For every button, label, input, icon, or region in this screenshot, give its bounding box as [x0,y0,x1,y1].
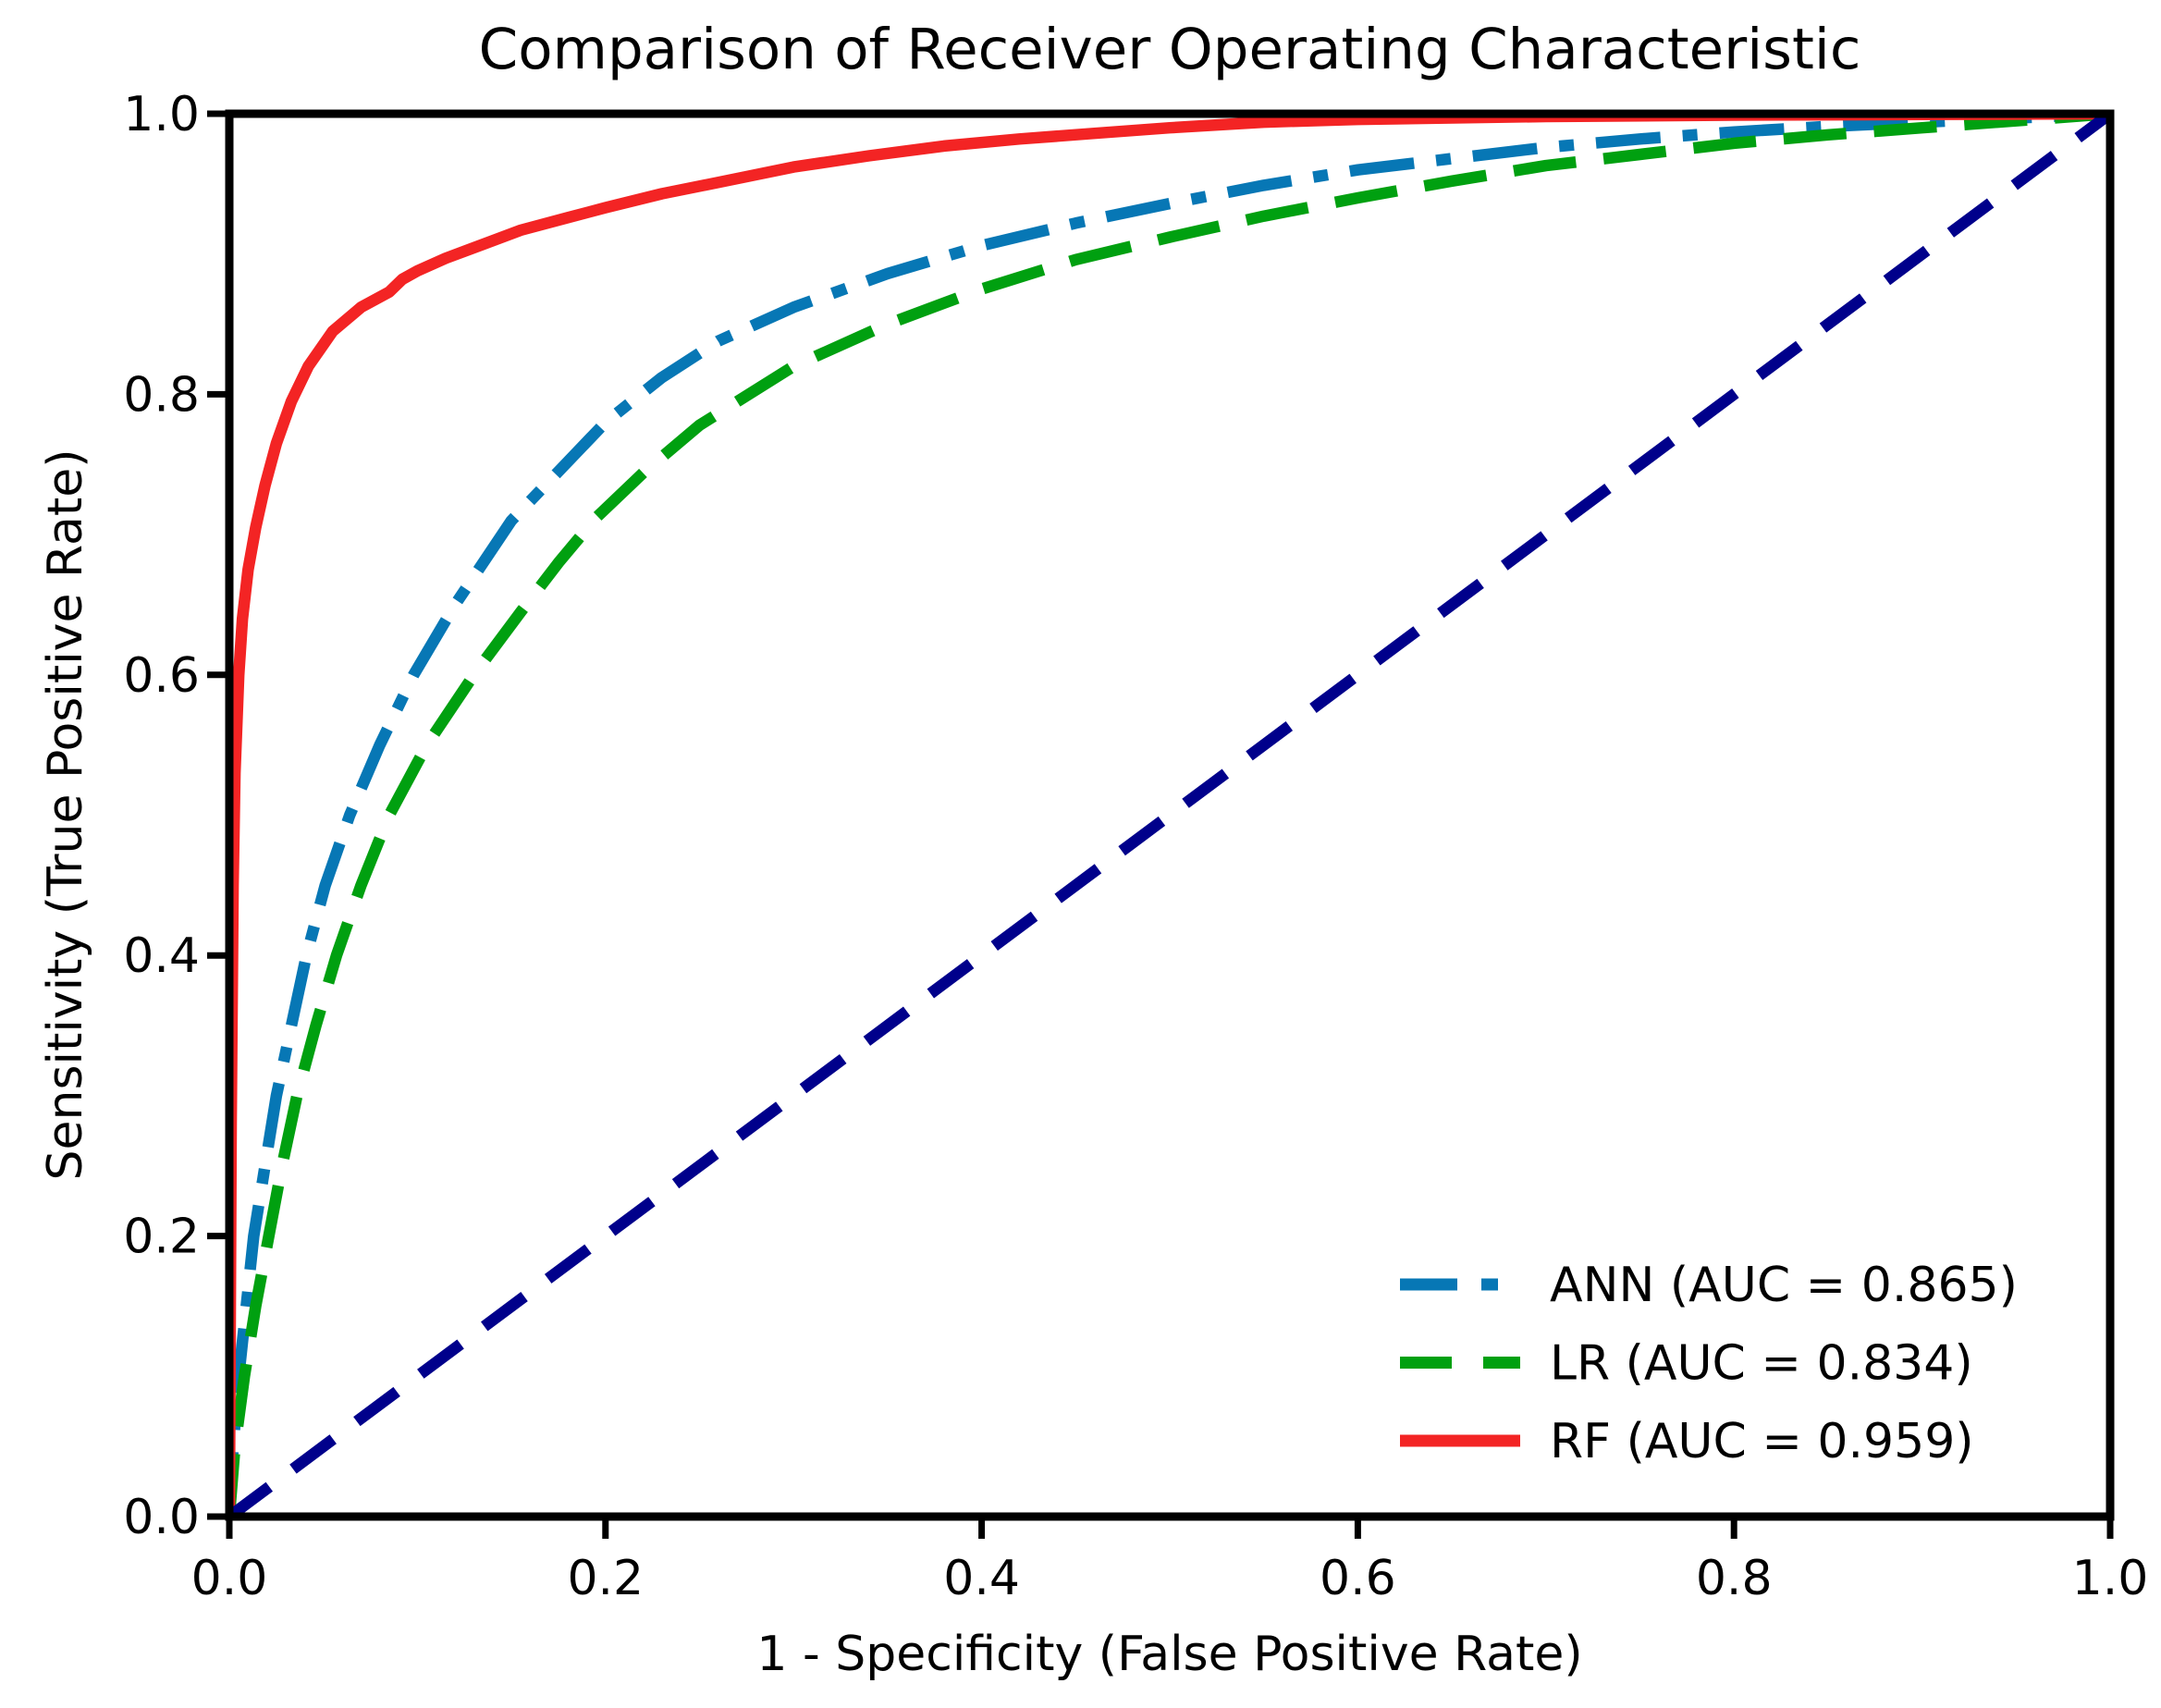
roc-curve-ann [229,114,2110,1517]
roc-curve-rf [229,114,2110,1517]
x-tick-label: 0.2 [567,1551,644,1606]
y-tick-label: 0.0 [123,1490,200,1545]
legend-item: ANN (AUC = 0.865) [1400,1258,2018,1313]
axis-ticks: 0.0 0.2 0.4 0.6 0.8 1.0 0.0 0.2 0.4 0.6 0.8 1.0 [123,87,2148,1606]
legend-item: LR (AUC = 0.834) [1400,1336,1973,1392]
y-tick-label: 0.4 [123,928,200,984]
x-tick-label: 0.4 [943,1551,1020,1606]
y-tick-label: 1.0 [123,87,200,142]
x-tick-label: 0.0 [191,1551,268,1606]
x-axis-label: 1 - Specificity (False Positive Rate) [756,1627,1582,1682]
legend-label: LR (AUC = 0.834) [1550,1336,1973,1392]
y-axis-label: Sensitivity (True Positive Rate) [38,449,93,1180]
legend-label: RF (AUC = 0.959) [1550,1414,1974,1469]
y-tick-label: 0.6 [123,648,200,704]
x-tick-label: 0.6 [1320,1551,1396,1606]
chart-title: Comparison of Receiver Operating Charact… [479,17,1861,82]
legend-item: RF (AUC = 0.959) [1400,1414,1974,1469]
y-tick-label: 0.2 [123,1210,200,1265]
roc-curve-reference-diagonal [229,114,2110,1517]
roc-curve-lr [229,114,2110,1517]
legend: ANN (AUC = 0.865) LR (AUC = 0.834) RF (AUC… [1400,1258,2018,1469]
x-tick-label: 0.8 [1696,1551,1773,1606]
plot-frame [225,109,2115,1521]
x-tick-label: 1.0 [2072,1551,2149,1606]
legend-label: ANN (AUC = 0.865) [1550,1258,2018,1313]
y-tick-label: 0.8 [123,367,200,423]
roc-curves-layer [229,114,2110,1517]
